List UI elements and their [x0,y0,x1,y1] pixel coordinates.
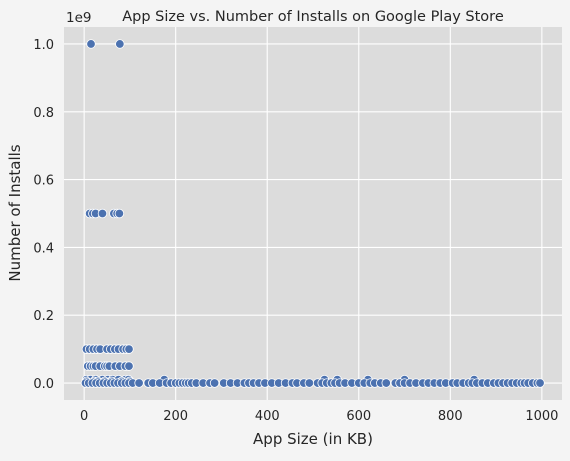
x-tick-label: 400 [255,409,280,424]
data-point [114,208,125,219]
x-tick-label: 600 [346,409,371,424]
data-point [381,378,391,388]
data-point [535,378,545,388]
y-axis-label: Number of Installs [6,144,24,281]
x-tick-labels: 0 200 400 600 800 1000 [80,409,558,424]
y-tick-labels: 0.0 0.2 0.4 0.6 0.8 1.0 [33,38,54,392]
data-point [97,208,108,219]
x-tick-label: 1000 [525,409,558,424]
plot-area [64,27,562,400]
chart-title: App Size vs. Number of Installs on Googl… [122,9,504,25]
y-tick-label: 0.6 [33,174,54,189]
x-axis-label: App Size (in KB) [253,430,373,448]
data-point [304,378,315,388]
data-point [124,361,134,371]
x-tick-label: 800 [438,409,463,424]
y-tick-label: 0.2 [33,309,54,324]
y-tick-label: 1.0 [33,38,54,53]
data-point [134,378,144,388]
y-tick-label: 0.8 [33,106,54,121]
x-tick-label: 0 [80,409,88,424]
y-tick-label: 0.4 [33,241,54,256]
x-tick-label: 200 [163,409,188,424]
data-points [80,39,545,388]
y-tick-label: 0.0 [33,377,54,392]
y-offset-text: 1e9 [66,10,91,26]
data-point [209,378,220,388]
data-point [86,39,96,49]
data-point [124,344,134,354]
data-point [115,39,125,49]
